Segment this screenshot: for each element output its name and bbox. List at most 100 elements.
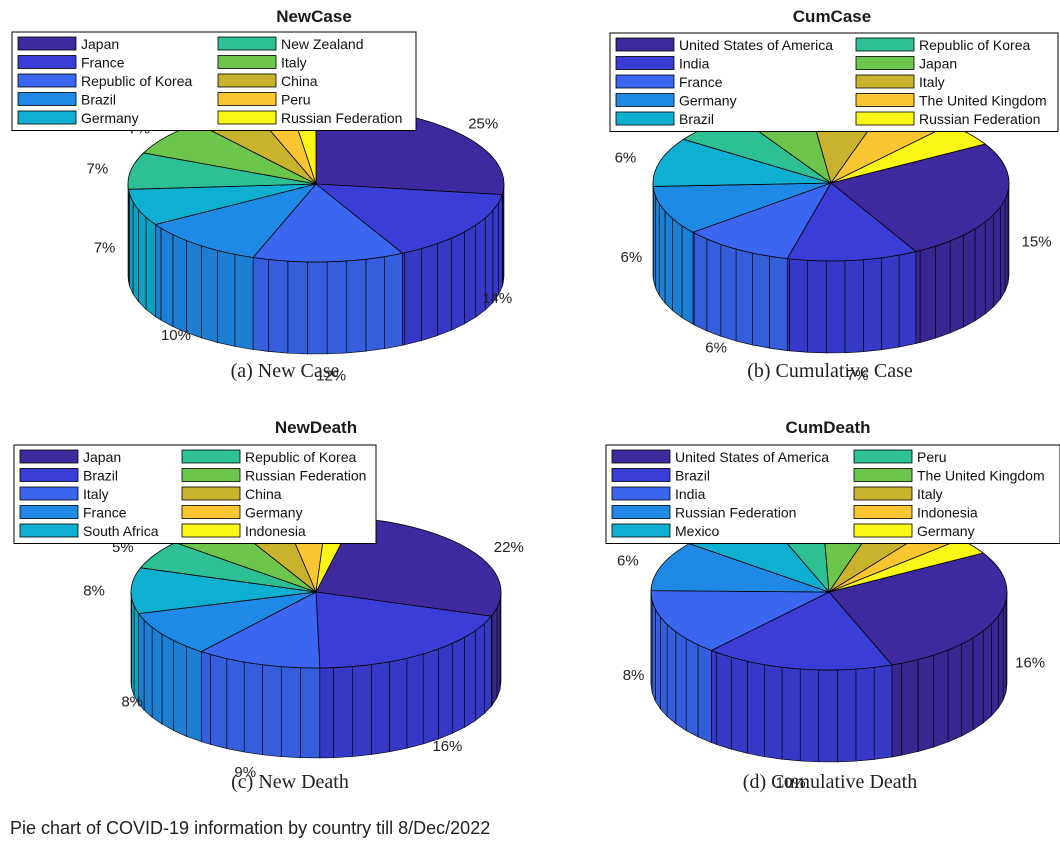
pie-side-brazil	[422, 648, 439, 745]
pie-side-india	[660, 616, 668, 718]
legend-swatch-mexico	[611, 523, 671, 538]
pie-side-france	[186, 645, 202, 743]
pie-side-walls	[652, 182, 1010, 354]
pie-side-brazil	[483, 615, 492, 715]
legend-swatch-republic-of-korea	[855, 37, 915, 52]
pie-side-south-africa	[130, 591, 132, 689]
subfigure-caption: (d) Cumulative Death	[743, 771, 917, 793]
legend-swatch-japan	[19, 449, 79, 464]
percent-label-new-zealand: 7%	[87, 160, 109, 177]
legend: Japan Brazil Italy France South Africa Republ…	[13, 444, 377, 544]
pie-side-france	[421, 243, 438, 341]
pie-side-republic-of-korea	[365, 256, 385, 352]
legend-swatch-russian-federation	[181, 468, 241, 482]
pie-side-india	[863, 257, 882, 353]
pie-side-united-states-of-america	[1002, 600, 1007, 701]
subfigure-caption: (a) New Case	[231, 360, 340, 382]
pie-side-france	[498, 194, 503, 295]
legend-swatch-italy	[19, 486, 79, 501]
pie-side-united-states-of-america	[974, 221, 986, 322]
pie-slice-south-africa	[130, 567, 317, 615]
percent-label-united-states-of-america: 16%	[1015, 654, 1045, 671]
pie-side-brazil	[352, 664, 372, 757]
legend-label-germany: Germany	[245, 505, 303, 521]
legend-label-russian-federation: Russian Federation	[281, 110, 402, 126]
legend-label-brazil: Brazil	[81, 92, 116, 108]
pie-side-india	[786, 258, 790, 352]
legend-swatch-indonesia	[853, 505, 913, 519]
pie-side-france	[752, 252, 770, 349]
pie-side-united-states-of-america	[947, 643, 962, 743]
legend-label-japan: Japan	[83, 449, 121, 465]
legend-swatch-united-states-of-america	[611, 449, 671, 464]
legend-label-republic-of-korea: Republic of Korea	[81, 73, 193, 89]
legend-label-brazil: Brazil	[679, 111, 714, 127]
percent-label-india: 7%	[847, 367, 869, 384]
legend-swatch-italy	[853, 486, 913, 501]
legend-swatch-china	[217, 73, 277, 88]
pie-side-brazil	[747, 660, 765, 758]
figure-caption: Pie chart of COVID-19 information by cou…	[10, 818, 491, 838]
pie-side-republic-of-korea	[252, 257, 269, 352]
legend-label-france: France	[679, 74, 723, 90]
pie-slice-russian-federation	[650, 543, 830, 593]
pie-side-italy	[243, 661, 263, 756]
chart-panel-cum-case: 15%7%6%6%6%4%4%4%4%3%United States of Am…	[530, 0, 1060, 392]
pie-side-germany	[138, 209, 147, 311]
pie-side-france	[151, 626, 163, 725]
pie-slice-italy	[200, 591, 321, 669]
pie-side-united-states-of-america	[972, 630, 984, 731]
pie-side-india	[898, 251, 917, 348]
chart-title: CumDeath	[785, 418, 870, 437]
pie-side-india	[825, 260, 846, 354]
pie-slice-france	[691, 182, 832, 260]
legend-label-mexico: Mexico	[675, 523, 720, 539]
legend-label-india: India	[679, 56, 710, 72]
legend-swatch-germany	[17, 110, 77, 125]
legend-label-italy: Italy	[917, 486, 943, 502]
legend-swatch-japan	[855, 56, 915, 70]
legend-label-indonesia: Indonesia	[917, 505, 978, 521]
legend-label-germany: Germany	[81, 110, 139, 126]
chart-title: NewCase	[276, 7, 352, 26]
pie-side-france	[451, 231, 465, 331]
percent-label-italy: 9%	[234, 764, 256, 781]
pie-slice-brazil	[710, 591, 893, 671]
legend-label-united-states-of-america: United States of America	[679, 37, 833, 53]
percent-label-france: 14%	[482, 290, 512, 307]
pie-side-germany	[664, 210, 673, 312]
legend-swatch-the-united-kingdom	[855, 93, 915, 107]
legend-swatch-germany	[615, 93, 675, 107]
legend-swatch-the-united-kingdom	[853, 468, 913, 482]
legend-swatch-brazil	[615, 111, 675, 126]
pie-slice-united-states-of-america	[830, 143, 1010, 252]
legend-label-italy: Italy	[281, 55, 307, 71]
pie-side-south-africa	[131, 597, 135, 696]
legend-label-germany: Germany	[679, 93, 737, 109]
pie-side-france	[492, 201, 499, 304]
legend-swatch-peru	[853, 449, 913, 464]
percent-label-russian-federation: 6%	[617, 553, 639, 570]
legend-label-japan: Japan	[919, 56, 957, 72]
pie-side-brazil	[711, 650, 717, 745]
pie-slice-france	[137, 591, 317, 653]
legend-swatch-japan	[17, 36, 77, 51]
legend-label-india: India	[675, 486, 706, 502]
pie-side-brazil	[201, 245, 218, 343]
percent-label-south-africa: 8%	[83, 582, 105, 599]
legend: United States of America India France Germa…	[609, 32, 1059, 132]
pie-side-united-states-of-america	[949, 234, 964, 334]
pie-slice-india	[650, 590, 830, 651]
percent-label-france: 8%	[121, 694, 143, 711]
percent-label-france: 6%	[705, 339, 727, 356]
legend-swatch-germany	[181, 505, 241, 519]
pie-side-brazil	[799, 668, 820, 763]
pie-side-india	[789, 258, 808, 353]
legend-label-united-states-of-america: United States of America	[675, 449, 829, 465]
legend-swatch-india	[615, 56, 675, 70]
pie-side-germany	[672, 217, 683, 319]
legend-label-brazil: Brazil	[675, 468, 710, 484]
legend-swatch-india	[611, 486, 671, 501]
percent-label-germany: 6%	[621, 249, 643, 266]
